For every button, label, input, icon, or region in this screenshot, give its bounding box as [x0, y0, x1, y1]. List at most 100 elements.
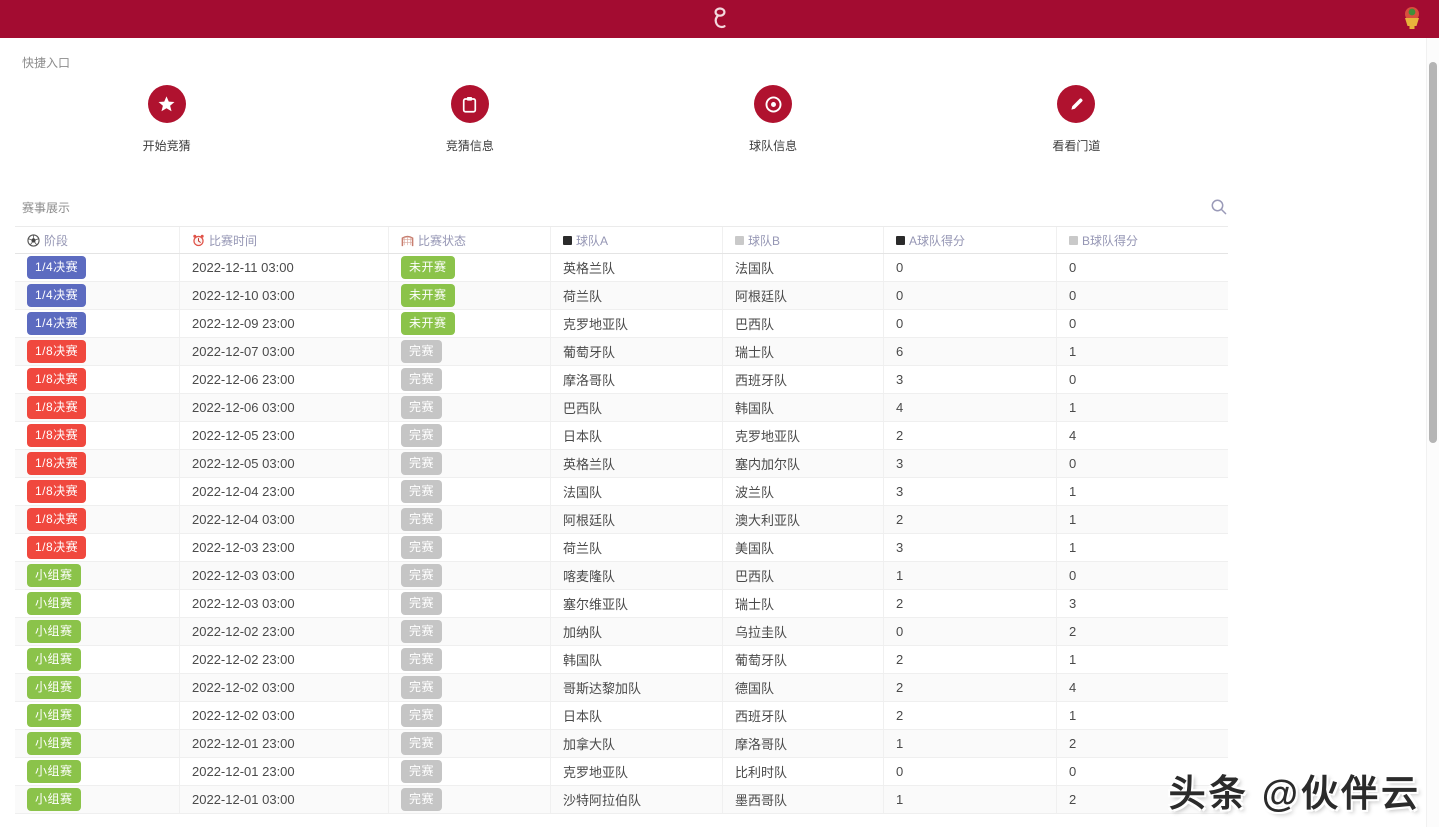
- score-a: 0: [896, 316, 904, 331]
- status-badge: 完赛: [401, 340, 443, 363]
- table-row: 1/8决赛 2022-12-03 23:00 完赛 荷兰队 美国队 3 1: [15, 534, 1228, 562]
- status-badge: 未开赛: [401, 284, 455, 307]
- status-badge: 完赛: [401, 452, 443, 475]
- cell-status-badge: 完赛: [389, 562, 551, 589]
- cell-match-time: 2022-12-07 03:00: [180, 338, 389, 365]
- cell-stage-badge: 小组赛: [15, 730, 180, 757]
- team-a: 日本队: [563, 429, 603, 444]
- cell-status-badge: 完赛: [389, 730, 551, 757]
- cell-match-time: 2022-12-03 23:00: [180, 534, 389, 561]
- search-icon[interactable]: [1210, 198, 1228, 216]
- trophy-avatar-icon[interactable]: [1399, 4, 1425, 32]
- watermark-text: 头条 @伙伴云: [1168, 773, 1421, 814]
- status-badge: 完赛: [401, 788, 443, 811]
- column-header-3: 比赛状态: [389, 227, 551, 253]
- stage-badge: 小组赛: [27, 620, 81, 643]
- scrollbar-track[interactable]: [1426, 38, 1439, 827]
- table-row: 1/8决赛 2022-12-05 03:00 完赛 英格兰队 塞内加尔队 3 0: [15, 450, 1228, 478]
- cell-stage-badge: 小组赛: [15, 618, 180, 645]
- cell-match-time: 2022-12-02 03:00: [180, 702, 389, 729]
- cell-score-a: 2: [884, 674, 1057, 701]
- team-b: 葡萄牙队: [735, 653, 788, 668]
- cell-status-badge: 未开赛: [389, 282, 551, 309]
- stage-badge: 小组赛: [27, 592, 81, 615]
- column-header-label: 球队A: [576, 233, 609, 248]
- cell-team-b: 澳大利亚队: [723, 506, 884, 533]
- quick-entry-item-1[interactable]: 开始竞猜: [15, 85, 318, 154]
- cell-team-b: 塞内加尔队: [723, 450, 884, 477]
- team-b: 乌拉圭队: [735, 625, 788, 640]
- cell-status-badge: 完赛: [389, 534, 551, 561]
- status-badge: 完赛: [401, 760, 443, 783]
- stage-badge: 1/4决赛: [27, 284, 87, 307]
- cell-score-b: 1: [1057, 478, 1228, 505]
- team-b: 塞内加尔队: [735, 457, 801, 472]
- cell-status-badge: 完赛: [389, 674, 551, 701]
- team-b: 西班牙队: [735, 373, 788, 388]
- score-b: 4: [1069, 428, 1077, 443]
- cell-score-b: 1: [1057, 646, 1228, 673]
- score-a: 1: [896, 792, 904, 807]
- stage-badge: 小组赛: [27, 704, 81, 727]
- quick-entry-label: 竞猜信息: [445, 139, 494, 153]
- quick-entry-item-2[interactable]: 竞猜信息: [318, 85, 621, 154]
- cell-team-a: 法国队: [551, 478, 723, 505]
- cell-score-a: 3: [884, 450, 1057, 477]
- cell-score-a: 2: [884, 702, 1057, 729]
- score-a: 3: [896, 540, 904, 555]
- column-header-label: 阶段: [44, 233, 69, 248]
- quick-entry-circle[interactable]: [147, 85, 186, 123]
- team-b: 阿根廷队: [735, 289, 788, 304]
- cell-score-b: 1: [1057, 702, 1228, 729]
- cell-stage-badge: 小组赛: [15, 562, 180, 589]
- quick-entry-circle[interactable]: [1057, 85, 1096, 123]
- match-time: 2022-12-05 23:00: [192, 428, 295, 443]
- score-b: 0: [1069, 568, 1077, 583]
- quick-entry-circle[interactable]: [754, 85, 793, 123]
- scrollbar-thumb[interactable]: [1428, 62, 1437, 443]
- match-time: 2022-12-03 03:00: [192, 568, 295, 583]
- score-b: 0: [1069, 456, 1077, 471]
- cell-match-time: 2022-12-05 23:00: [180, 422, 389, 449]
- cell-match-time: 2022-12-04 03:00: [180, 506, 389, 533]
- team-b: 澳大利亚队: [735, 513, 801, 528]
- cell-score-b: 0: [1057, 282, 1228, 309]
- quick-entry-title: 快捷入口: [22, 56, 71, 70]
- quick-entry-item-3[interactable]: 球队信息: [622, 85, 925, 154]
- cell-team-b: 瑞士队: [723, 338, 884, 365]
- team-b: 克罗地亚队: [735, 429, 801, 444]
- cell-team-a: 克罗地亚队: [551, 310, 723, 337]
- team-a: 荷兰队: [563, 541, 603, 556]
- cell-score-b: 0: [1057, 562, 1228, 589]
- table-row: 1/4决赛 2022-12-10 03:00 未开赛 荷兰队 阿根廷队 0 0: [15, 282, 1228, 310]
- column-header-2: 比赛时间: [180, 227, 389, 253]
- score-b: 2: [1069, 792, 1077, 807]
- cell-status-badge: 完赛: [389, 646, 551, 673]
- team-a: 加拿大队: [563, 737, 616, 752]
- status-badge: 完赛: [401, 732, 443, 755]
- events-table: 阶段 比赛时间 比赛状态 球队A 球队B A球队得分 B球队得分 1/4决赛 2022-12-1…: [15, 226, 1228, 814]
- team-a: 韩国队: [563, 653, 603, 668]
- cell-stage-badge: 1/4决赛: [15, 282, 180, 309]
- quick-entry-item-4[interactable]: 看看门道: [925, 85, 1228, 154]
- cell-team-a: 巴西队: [551, 394, 723, 421]
- score-b: 1: [1069, 512, 1077, 527]
- table-row: 小组赛 2022-12-02 23:00 完赛 加纳队 乌拉圭队 0 2: [15, 618, 1228, 646]
- stage-badge: 1/8决赛: [27, 536, 87, 559]
- cell-score-b: 0: [1057, 310, 1228, 337]
- cell-team-b: 德国队: [723, 674, 884, 701]
- cell-stage-badge: 小组赛: [15, 646, 180, 673]
- cell-team-b: 乌拉圭队: [723, 618, 884, 645]
- goal-net-icon: [401, 235, 414, 246]
- cell-stage-badge: 1/8决赛: [15, 366, 180, 393]
- cell-team-a: 加拿大队: [551, 730, 723, 757]
- team-b: 巴西队: [735, 317, 775, 332]
- cell-score-b: 2: [1057, 786, 1228, 813]
- cell-team-b: 巴西队: [723, 562, 884, 589]
- team-a: 法国队: [563, 485, 603, 500]
- cell-score-a: 4: [884, 394, 1057, 421]
- stage-badge: 1/8决赛: [27, 424, 87, 447]
- column-header-label: B球队得分: [1082, 233, 1139, 248]
- status-badge: 完赛: [401, 396, 443, 419]
- quick-entry-circle[interactable]: [450, 85, 489, 123]
